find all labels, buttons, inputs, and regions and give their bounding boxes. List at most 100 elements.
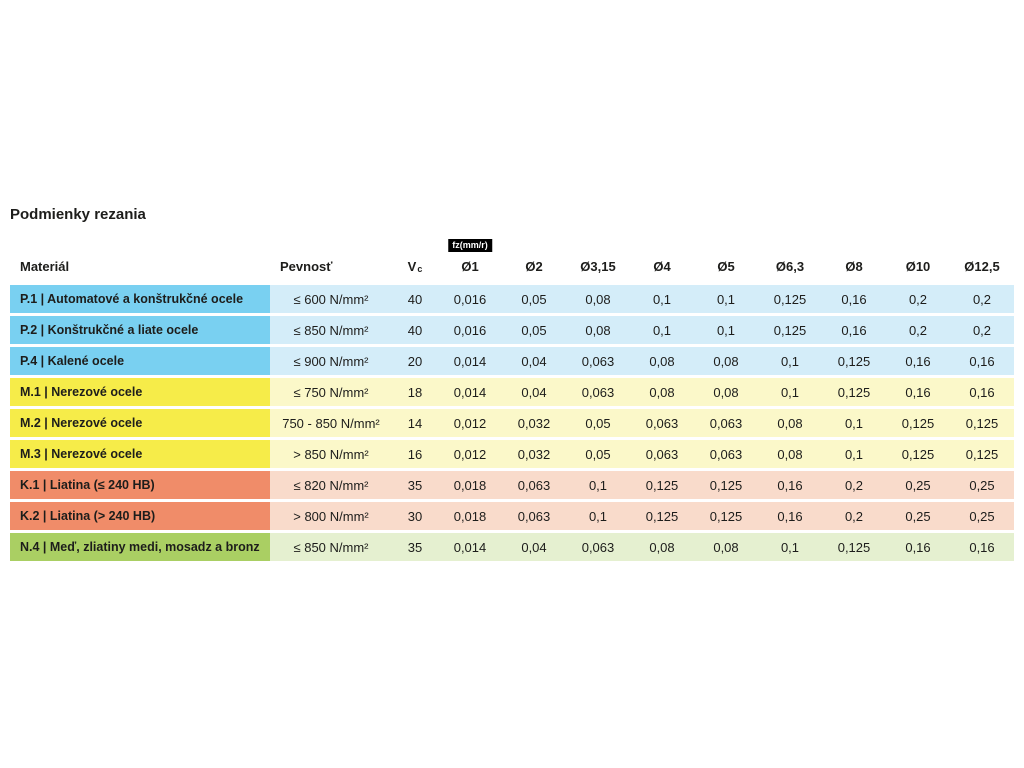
column-header-d3: Ø3,15: [580, 259, 616, 274]
fz-value-cell: 0,16: [886, 533, 950, 561]
fz-value-cell: 0,1: [758, 378, 822, 406]
fz-value-cell: 0,08: [630, 347, 694, 375]
fz-value-cell: 0,018: [438, 471, 502, 499]
fz-value-cell: 0,125: [694, 502, 758, 530]
table-row: M.2 | Nerezové ocele 750 - 850 N/mm² 14 …: [10, 409, 1014, 437]
vc-cell: 16: [392, 440, 438, 468]
fz-value-cell: 0,012: [438, 409, 502, 437]
fz-value-cell: 0,16: [886, 347, 950, 375]
column-header-d7: Ø8: [845, 259, 863, 274]
fz-value-cell: 0,1: [694, 316, 758, 344]
fz-value-cell: 0,063: [502, 471, 566, 499]
vc-cell: 40: [392, 285, 438, 313]
strength-cell: ≤ 600 N/mm²: [270, 285, 392, 313]
fz-value-cell: 0,063: [694, 440, 758, 468]
fz-value-cell: 0,125: [822, 347, 886, 375]
fz-value-cell: 0,063: [566, 347, 630, 375]
fz-value-cell: 0,016: [438, 316, 502, 344]
fz-value-cell: 0,125: [886, 409, 950, 437]
material-cell: M.3 | Nerezové ocele: [10, 440, 270, 468]
fz-value-cell: 0,16: [886, 378, 950, 406]
fz-value-cell: 0,16: [950, 533, 1014, 561]
vc-cell: 40: [392, 316, 438, 344]
vc-cell: 14: [392, 409, 438, 437]
fz-value-cell: 0,012: [438, 440, 502, 468]
fz-value-cell: 0,125: [758, 285, 822, 313]
strength-cell: ≤ 900 N/mm²: [270, 347, 392, 375]
table-row: M.1 | Nerezové ocele ≤ 750 N/mm² 18 0,01…: [10, 378, 1014, 406]
fz-value-cell: 0,125: [950, 440, 1014, 468]
fz-value-cell: 0,125: [822, 378, 886, 406]
fz-value-cell: 0,032: [502, 409, 566, 437]
fz-value-cell: 0,16: [822, 316, 886, 344]
column-header-d6: Ø6,3: [775, 259, 805, 274]
fz-value-cell: 0,014: [438, 533, 502, 561]
fz-value-cell: 0,2: [822, 471, 886, 499]
fz-value-cell: 0,1: [694, 285, 758, 313]
material-cell: M.1 | Nerezové ocele: [10, 378, 270, 406]
fz-value-cell: 0,063: [566, 378, 630, 406]
fz-value-cell: 0,16: [758, 471, 822, 499]
vc-cell: 18: [392, 378, 438, 406]
fz-value-cell: 0,08: [758, 440, 822, 468]
fz-value-cell: 0,125: [822, 533, 886, 561]
vc-subscript: c: [417, 264, 423, 274]
fz-value-cell: 0,063: [630, 440, 694, 468]
fz-value-cell: 0,1: [822, 440, 886, 468]
fz-value-cell: 0,125: [758, 316, 822, 344]
fz-value-cell: 0,08: [694, 533, 758, 561]
fz-value-cell: 0,1: [566, 502, 630, 530]
fz-value-cell: 0,08: [630, 533, 694, 561]
material-cell: P.2 | Konštrukčné a liate ocele: [10, 316, 270, 344]
fz-value-cell: 0,25: [950, 502, 1014, 530]
material-cell: P.4 | Kalené ocele: [10, 347, 270, 375]
fz-value-cell: 0,032: [502, 440, 566, 468]
vc-cell: 20: [392, 347, 438, 375]
material-cell: P.1 | Automatové a konštrukčné ocele: [10, 285, 270, 313]
fz-value-cell: 0,063: [502, 502, 566, 530]
strength-cell: 750 - 850 N/mm²: [270, 409, 392, 437]
fz-value-cell: 0,2: [886, 285, 950, 313]
material-cell: K.2 | Liatina (> 240 HB): [10, 502, 270, 530]
column-header-d9: Ø12,5: [964, 259, 1000, 274]
fz-value-cell: 0,063: [566, 533, 630, 561]
strength-cell: ≤ 850 N/mm²: [270, 316, 392, 344]
fz-value-cell: 0,125: [950, 409, 1014, 437]
material-cell: K.1 | Liatina (≤ 240 HB): [10, 471, 270, 499]
column-header-strength: Pevnosť: [280, 259, 333, 274]
d1-label: Ø1: [461, 259, 479, 274]
fz-value-cell: 0,08: [630, 378, 694, 406]
fz-value-cell: 0,04: [502, 347, 566, 375]
table-row: K.1 | Liatina (≤ 240 HB) ≤ 820 N/mm² 35 …: [10, 471, 1014, 499]
fz-value-cell: 0,05: [566, 440, 630, 468]
fz-value-cell: 0,04: [502, 533, 566, 561]
fz-value-cell: 0,063: [694, 409, 758, 437]
column-header-material: Materiál: [20, 259, 70, 274]
fz-value-cell: 0,16: [758, 502, 822, 530]
fz-value-cell: 0,125: [630, 471, 694, 499]
fz-value-cell: 0,08: [758, 409, 822, 437]
fz-value-cell: 0,08: [694, 378, 758, 406]
fz-unit-badge: fz(mm/r): [448, 239, 492, 252]
fz-value-cell: 0,25: [950, 471, 1014, 499]
fz-value-cell: 0,1: [630, 316, 694, 344]
table-row: N.4 | Meď, zliatiny medi, mosadz a bronz…: [10, 533, 1014, 561]
table-row: M.3 | Nerezové ocele > 850 N/mm² 16 0,01…: [10, 440, 1014, 468]
table-row: K.2 | Liatina (> 240 HB) > 800 N/mm² 30 …: [10, 502, 1014, 530]
vc-label: V: [407, 259, 417, 274]
column-header-d1: fz(mm/r) Ø1: [438, 239, 502, 277]
fz-value-cell: 0,125: [694, 471, 758, 499]
page-title: Podmienky rezania: [10, 206, 146, 223]
fz-value-cell: 0,05: [502, 285, 566, 313]
fz-value-cell: 0,25: [886, 502, 950, 530]
table-row: P.4 | Kalené ocele ≤ 900 N/mm² 20 0,014 …: [10, 347, 1014, 375]
column-header-d5: Ø5: [717, 259, 735, 274]
fz-value-cell: 0,014: [438, 378, 502, 406]
column-header-d4: Ø4: [653, 259, 671, 274]
fz-value-cell: 0,05: [566, 409, 630, 437]
fz-value-cell: 0,014: [438, 347, 502, 375]
column-header-d8: Ø10: [905, 259, 931, 274]
vc-cell: 35: [392, 533, 438, 561]
